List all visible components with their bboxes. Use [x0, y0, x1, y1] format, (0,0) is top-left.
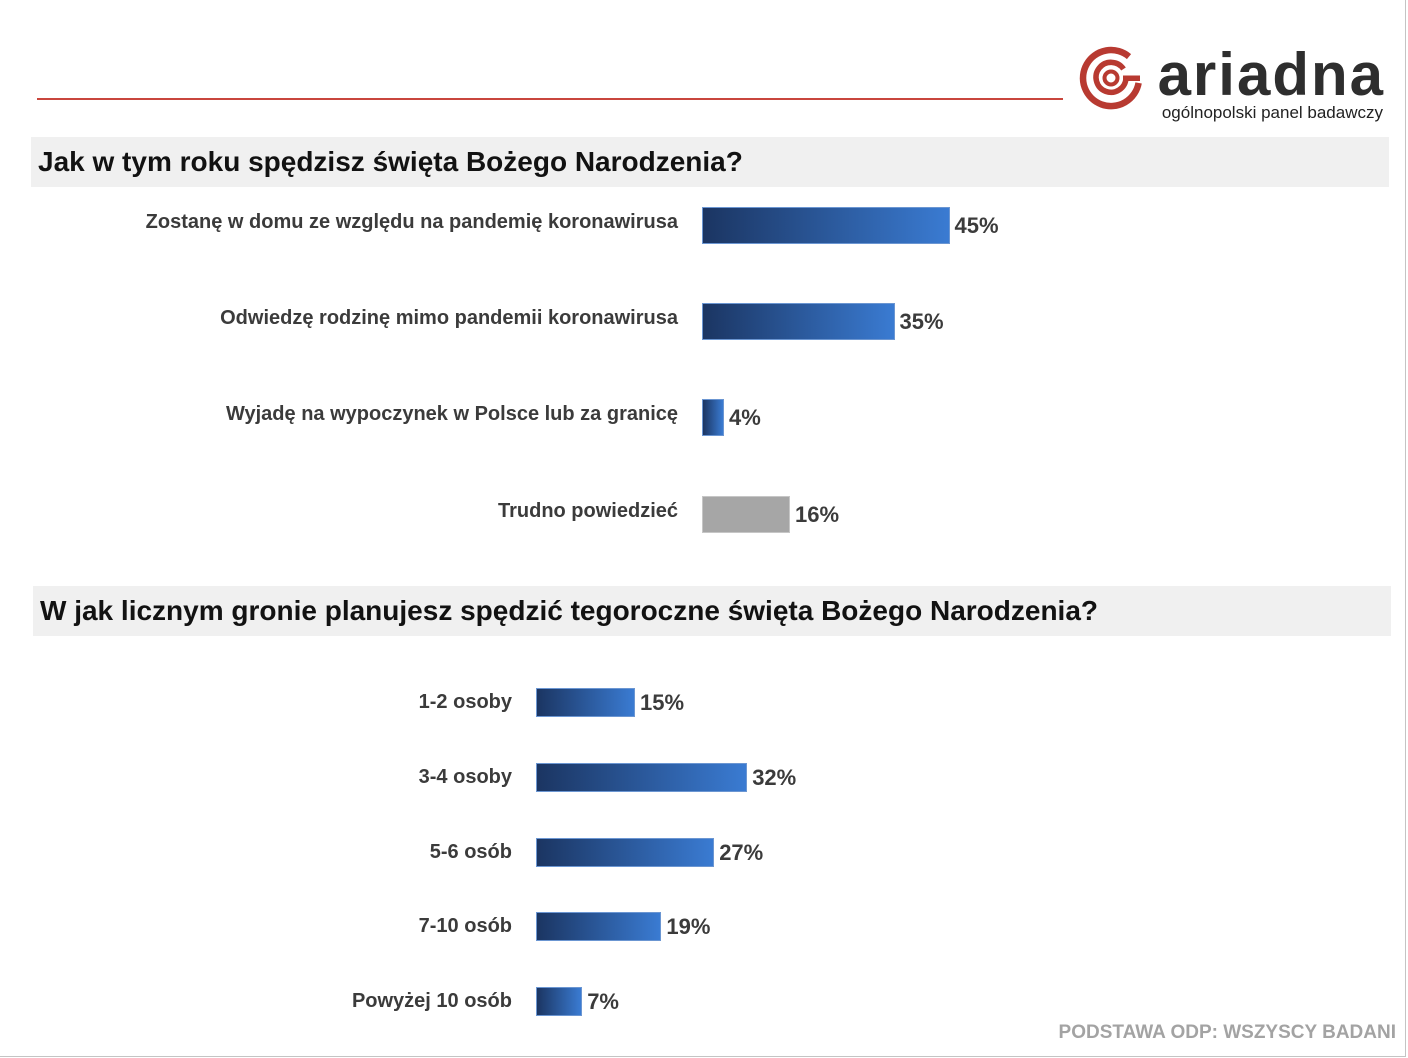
question-1-band: Jak w tym roku spędzisz święta Bożego Na…	[31, 137, 1389, 187]
bar-group: 16%	[702, 496, 839, 533]
value-label: 45%	[954, 212, 999, 238]
base-note: PODSTAWA ODP: WSZYSCY BADANI	[1058, 1022, 1396, 1043]
bar-visit-family	[702, 303, 895, 340]
bar-row: Powyżej 10 osób 7%	[0, 987, 1100, 1016]
value-label: 27%	[719, 839, 764, 865]
bar-1-2-people	[536, 688, 635, 717]
bar-row: Zostanę w domu ze względu na pandemię ko…	[0, 207, 1100, 244]
bar-5-6-people	[536, 838, 715, 867]
question-2-title: W jak licznym gronie planujesz spędzić t…	[40, 595, 1098, 626]
bar-over-10-people	[536, 987, 583, 1016]
bar-group: 32%	[536, 763, 796, 792]
bar-3-4-people	[536, 763, 748, 792]
value-label: 35%	[899, 308, 944, 334]
bar-group: 4%	[702, 399, 761, 436]
bar-group: 19%	[536, 912, 710, 941]
bar-row: Wyjadę na wypoczynek w Polsce lub za gra…	[0, 399, 1100, 436]
bar-row: Odwiedzę rodzinę mimo pandemii koronawir…	[0, 303, 1100, 340]
category-label: Wyjadę na wypoczynek w Polsce lub za gra…	[225, 403, 678, 425]
bar-stay-home	[702, 207, 950, 244]
value-label: 16%	[795, 501, 840, 527]
bar-row: Trudno powiedzieć 16%	[0, 496, 1100, 533]
value-label: 4%	[729, 404, 761, 430]
bar-row: 3-4 osoby 32%	[0, 763, 1100, 792]
category-label: Zostanę w domu ze względu na pandemię ko…	[145, 211, 678, 233]
category-label: Odwiedzę rodzinę mimo pandemii koronawir…	[220, 307, 678, 329]
bar-group: 45%	[702, 207, 999, 244]
bar-go-on-vacation	[702, 399, 724, 436]
category-label: 7-10 osób	[418, 915, 512, 937]
value-label: 19%	[666, 913, 711, 939]
bar-hard-to-say	[702, 496, 790, 533]
logo-tagline: ogólnopolski panel badawczy	[1161, 103, 1383, 122]
ariadna-spiral-icon	[1079, 46, 1142, 110]
value-label: 15%	[640, 689, 685, 715]
category-label: 5-6 osób	[429, 841, 512, 863]
value-label: 7%	[587, 988, 619, 1014]
bar-group: 7%	[536, 987, 619, 1016]
bar-row: 1-2 osoby 15%	[0, 688, 1100, 717]
bar-row: 5-6 osób 27%	[0, 838, 1100, 867]
bar-group: 35%	[702, 303, 944, 340]
bar-7-10-people	[536, 912, 662, 941]
category-label: 3-4 osoby	[418, 766, 512, 788]
logo-wordmark: ariadna	[1157, 41, 1385, 108]
question-2-band: W jak licznym gronie planujesz spędzić t…	[33, 586, 1391, 636]
category-label: 1-2 osoby	[418, 691, 512, 713]
bar-group: 27%	[536, 838, 763, 867]
question-1-title: Jak w tym roku spędzisz święta Bożego Na…	[38, 146, 743, 177]
bar-row: 7-10 osób 19%	[0, 912, 1100, 941]
category-label: Powyżej 10 osób	[351, 990, 512, 1012]
header-rule	[37, 98, 1063, 100]
value-label: 32%	[752, 764, 797, 790]
category-label: Trudno powiedzieć	[497, 500, 678, 522]
bar-group: 15%	[536, 688, 684, 717]
